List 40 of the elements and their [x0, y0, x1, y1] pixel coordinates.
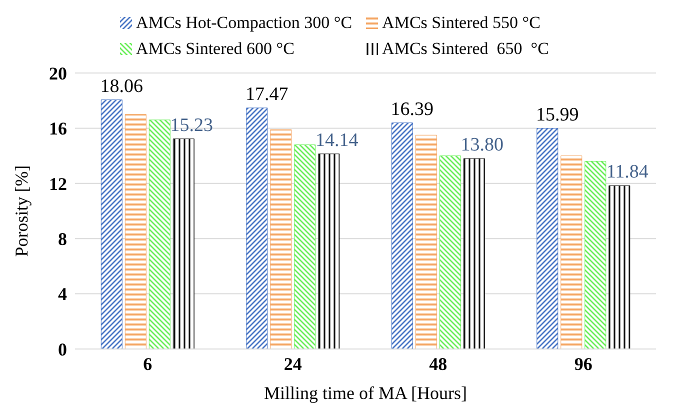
x-axis-title: Milling time of MA [Hours] — [264, 383, 467, 403]
bar — [100, 100, 122, 349]
y-tick-label: 8 — [58, 228, 67, 249]
bar — [124, 114, 146, 349]
data-label: 17.47 — [246, 84, 288, 105]
data-label: 15.99 — [536, 104, 579, 126]
data-label: 15.23 — [170, 114, 214, 136]
bar — [536, 128, 558, 349]
legend-label: AMCs Sintered 550 °C — [382, 13, 540, 33]
x-tick-label: 6 — [143, 354, 152, 374]
data-label: 14.14 — [316, 130, 359, 151]
bar — [391, 122, 413, 349]
bar — [463, 158, 485, 349]
bar — [608, 185, 630, 349]
bar — [246, 108, 268, 349]
bar — [439, 156, 461, 349]
bar — [584, 161, 606, 349]
legend-label: AMCs Hot-Compaction 300 °C — [136, 13, 352, 33]
x-tick-label: 24 — [284, 354, 302, 374]
y-tick-label: 4 — [58, 284, 67, 304]
data-label: 13.80 — [460, 134, 504, 156]
data-label: 16.39 — [390, 98, 434, 120]
legend-label: AMCs Sintered 650 °C — [382, 39, 549, 59]
data-label: 11.84 — [606, 162, 649, 183]
data-label: 18.06 — [100, 76, 144, 97]
legend-label: AMCs Sintered 600 °C — [136, 39, 294, 59]
y-tick-label: 20 — [49, 63, 67, 84]
bar — [318, 154, 340, 349]
y-axis-title: Porosity [%] — [11, 165, 32, 257]
y-tick-label: 0 — [58, 339, 67, 360]
bar — [172, 138, 194, 349]
bar — [270, 129, 292, 349]
bar — [294, 144, 316, 349]
y-tick-label: 12 — [49, 174, 67, 194]
bar — [415, 134, 437, 349]
x-tick-label: 96 — [574, 354, 592, 374]
bar — [148, 120, 170, 349]
x-tick-label: 48 — [429, 354, 448, 374]
y-tick-label: 16 — [49, 118, 67, 139]
bar — [560, 156, 582, 349]
